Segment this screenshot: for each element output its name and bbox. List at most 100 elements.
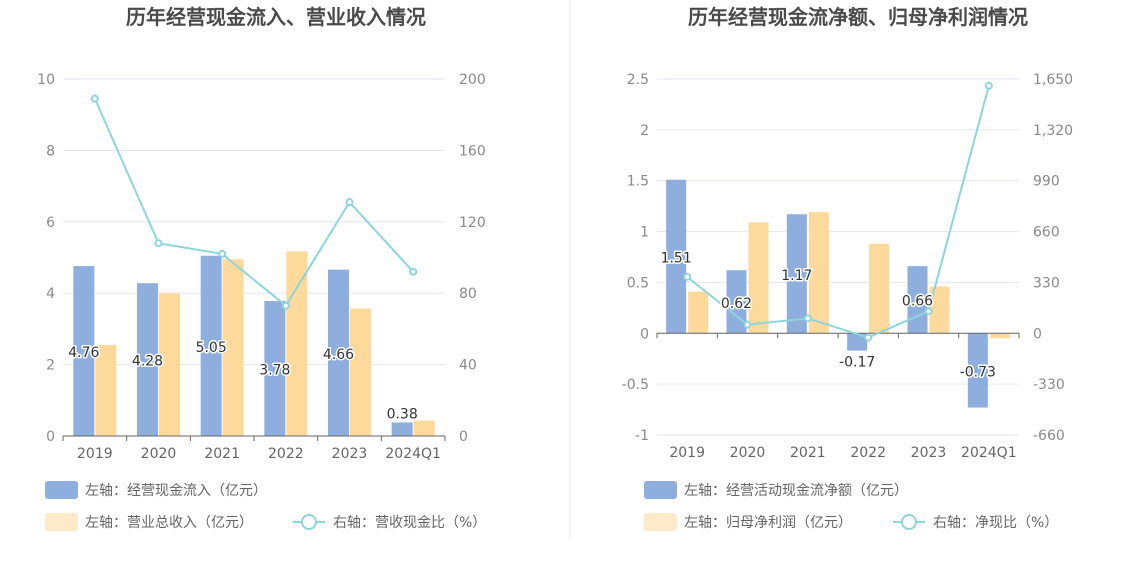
chart2-left-tick-label: 0.5 — [627, 275, 649, 291]
chart2-right-tick-label: 990 — [1033, 174, 1060, 190]
chart2-bar-secondary — [989, 333, 1010, 339]
chart1-bar-secondary — [95, 344, 117, 436]
chart2-data-label: 0.62 — [721, 296, 752, 312]
chart2-left-tick-label: 1 — [640, 225, 649, 241]
chart1-legend-label: 右轴：营收现金比（%） — [333, 515, 486, 531]
chart1-bar-secondary — [286, 251, 308, 436]
chart1-title: 历年经营现金流入、营业收入情况 — [126, 5, 426, 29]
chart2-legend-swatch — [644, 513, 677, 531]
chart1-bar-primary — [200, 255, 222, 436]
chart1-bar-secondary — [159, 293, 180, 436]
chart2-title: 历年经营现金流净额、归母净利润情况 — [688, 5, 1028, 29]
chart2-bar-secondary — [808, 212, 829, 334]
chart1-line-series — [93, 98, 414, 308]
chart2-bar-primary — [726, 270, 747, 334]
chart1-data-label: 3.78 — [259, 363, 290, 379]
chart2-right-tick-label: -330 — [1033, 377, 1065, 393]
chart2-right-tick-label: -660 — [1033, 428, 1065, 444]
chart2-right-tick-label: 0 — [1033, 326, 1042, 342]
chart1-bar-primary — [137, 283, 158, 436]
chart2-left-tick-label: 1.5 — [627, 174, 649, 190]
chart1-x-tick-label: 2024Q1 — [385, 446, 441, 462]
chart2-data-label: 0.66 — [902, 294, 933, 310]
chart2-bar-secondary — [929, 286, 950, 334]
chart2-right-tick-label: 330 — [1033, 275, 1060, 291]
chart2-line-point — [803, 314, 812, 323]
chart2-bar-secondary — [748, 222, 769, 334]
chart1-right-tick-label: 80 — [459, 286, 477, 302]
chart2-bar-secondary — [869, 243, 890, 334]
chart2-right-tick-label: 1,650 — [1033, 72, 1073, 88]
chart1-right-tick-label: 40 — [459, 358, 477, 374]
chart2-data-label: -0.17 — [839, 355, 875, 371]
chart1-data-label: 0.38 — [387, 406, 418, 422]
chart2-legend-swatch — [644, 481, 677, 499]
chart2-line-point — [924, 307, 933, 316]
chart2-bar-primary — [847, 333, 868, 351]
chart2-legend-label: 左轴：归母净利润（亿元） — [684, 514, 852, 531]
chart2-x-tick-label: 2022 — [850, 445, 886, 461]
chart2-bar-primary — [907, 266, 928, 334]
chart2-legend-label: 右轴：净现比（%） — [933, 515, 1058, 531]
chart1-data-label: 4.28 — [132, 354, 163, 370]
chart1-x-tick-label: 2021 — [204, 446, 240, 462]
chart2-x-tick-label: 2019 — [669, 445, 705, 461]
chart1-left-tick-label: 6 — [46, 215, 55, 231]
chart2-line-point — [683, 272, 692, 281]
chart1-data-label: 4.66 — [323, 347, 354, 363]
chart1-right-tick-label: 120 — [459, 215, 486, 231]
chart1-line-point — [218, 249, 227, 258]
chart1-legend-line-marker — [301, 514, 317, 530]
chart1-left-tick-label: 0 — [46, 429, 55, 445]
chart2-bar-secondary — [688, 291, 709, 334]
chart1-line-point — [409, 267, 418, 276]
chart2-line-point — [743, 320, 752, 329]
chart1-bar-primary — [73, 266, 95, 436]
chart1-bar-primary — [391, 422, 413, 436]
chart2-data-label: 1.51 — [661, 250, 692, 266]
chart2-x-tick-label: 2024Q1 — [961, 445, 1017, 461]
chart1-legend-swatch — [45, 513, 78, 531]
chart1-line-point — [345, 198, 354, 207]
chart1-line-point — [281, 301, 290, 310]
chart2-legend-label: 左轴：经营活动现金流净额（亿元） — [684, 483, 908, 499]
chart2-bar-primary — [967, 333, 988, 408]
chart1-left-tick-label: 4 — [46, 286, 55, 302]
chart2-x-tick-label: 2023 — [911, 445, 947, 461]
chart2-left-tick-label: 2 — [640, 123, 649, 139]
chart2-data-label: -0.73 — [960, 364, 996, 380]
chart2-x-tick-label: 2020 — [730, 445, 766, 461]
chart1-left-tick-label: 8 — [46, 143, 55, 159]
chart2-x-tick-label: 2021 — [790, 445, 826, 461]
chart1-x-tick-label: 2022 — [268, 446, 304, 462]
chart2-left-tick-label: -1 — [635, 428, 649, 444]
chart2-left-tick-label: -0.5 — [622, 377, 649, 393]
chart2-bar-primary — [666, 179, 687, 334]
chart1-right-tick-label: 0 — [459, 429, 468, 445]
chart1-bar-secondary — [413, 420, 435, 436]
chart1-legend-label: 左轴：经营现金流入（亿元） — [85, 483, 267, 499]
chart2-line-series — [686, 85, 990, 339]
chart2-left-tick-label: 0 — [640, 326, 649, 342]
chart1-bar-secondary — [350, 308, 371, 436]
chart1-bar-primary — [328, 269, 349, 436]
chart1-line-point — [154, 239, 163, 248]
chart2-data-label: 1.17 — [781, 268, 812, 284]
chart1-left-tick-label: 10 — [37, 72, 55, 88]
chart2-right-tick-label: 660 — [1033, 225, 1060, 241]
chart1-left-tick-label: 2 — [46, 358, 55, 374]
chart1-data-label: 5.05 — [196, 340, 227, 356]
chart1-bar-secondary — [222, 259, 244, 436]
chart1-right-tick-label: 200 — [459, 72, 486, 88]
chart2-right-tick-label: 1,320 — [1033, 123, 1073, 139]
chart2-line-point — [864, 333, 873, 342]
chart2-line-point — [984, 81, 993, 90]
chart1-data-label: 4.76 — [68, 345, 99, 361]
chart2-legend-line-marker — [901, 514, 917, 530]
chart1-legend-label: 左轴：营业总收入（亿元） — [85, 515, 253, 531]
chart2-left-tick-label: 2.5 — [627, 72, 649, 88]
chart1-x-tick-label: 2023 — [332, 446, 368, 462]
chart1-bar-primary — [264, 301, 286, 436]
